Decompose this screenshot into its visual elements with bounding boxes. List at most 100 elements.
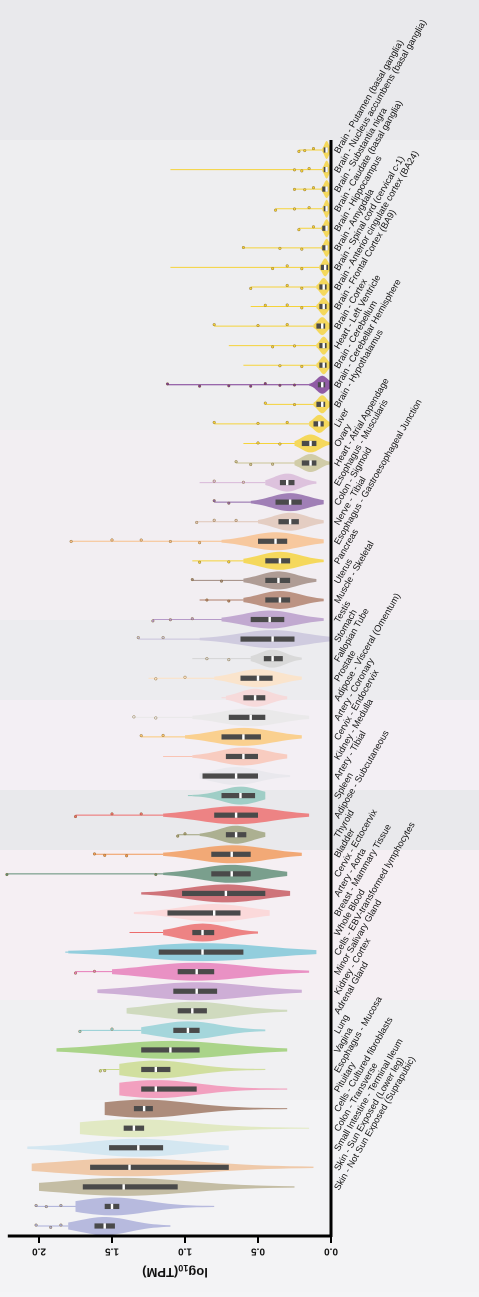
- violin-box: [225, 753, 258, 760]
- value-axis: 0.0 0.5 1.0 1.5 2.0 log10(TPM): [7, 140, 338, 1280]
- violin-box: [158, 949, 244, 955]
- violin-median: [321, 401, 324, 407]
- violin-3: [293, 180, 331, 199]
- outlier-point: [227, 560, 231, 564]
- outlier-point: [256, 421, 260, 425]
- violin-51: [79, 1119, 310, 1138]
- outlier-point: [69, 539, 73, 543]
- outlier-point: [293, 403, 297, 407]
- violin-28: [148, 669, 302, 688]
- axis-title-subscript: 10: [178, 1263, 188, 1273]
- violin-median: [169, 1047, 172, 1053]
- violin-12: [243, 356, 331, 375]
- outlier-point: [300, 169, 304, 173]
- violin-55: [34, 1197, 215, 1216]
- violin-median: [142, 1106, 146, 1112]
- outlier-point: [165, 382, 169, 386]
- outlier-point: [132, 715, 136, 719]
- violin-24: [199, 591, 324, 609]
- outlier-point: [78, 1029, 82, 1033]
- violin-median: [325, 206, 328, 212]
- outlier-point: [311, 147, 315, 151]
- violin-median: [309, 460, 312, 466]
- violin-median: [242, 753, 245, 760]
- violin-34: [187, 786, 266, 805]
- violin-box: [322, 245, 329, 251]
- background-band: [0, 620, 479, 700]
- violin-median: [325, 186, 328, 192]
- violin-box: [301, 460, 317, 466]
- violin-box: [265, 558, 291, 564]
- violin-box: [221, 793, 256, 799]
- violin-median: [278, 558, 282, 564]
- outlier-point: [249, 286, 253, 290]
- violin-box: [141, 1086, 197, 1092]
- outlier-point: [212, 420, 216, 424]
- outlier-point: [110, 538, 114, 542]
- violin-18: [199, 473, 317, 492]
- outlier-point: [300, 306, 304, 310]
- violin-10: [212, 317, 331, 336]
- outlier-point: [103, 853, 107, 857]
- violin-median: [186, 1027, 190, 1033]
- violin-median: [286, 479, 289, 486]
- violin-median: [325, 166, 328, 173]
- violin-median: [191, 1008, 194, 1014]
- violin-median: [322, 284, 325, 290]
- outlier-point: [198, 541, 202, 545]
- violin-17: [234, 454, 331, 472]
- violin-median: [271, 656, 274, 662]
- violin-box: [258, 538, 288, 544]
- outlier-point: [212, 479, 216, 483]
- outlier-point: [293, 187, 297, 191]
- violin-23: [190, 571, 317, 590]
- outlier-point: [198, 560, 202, 564]
- violin-box: [173, 988, 218, 994]
- violin-36: [176, 825, 266, 844]
- outlier-point: [176, 834, 180, 838]
- outlier-point: [219, 579, 223, 583]
- violin-median: [322, 362, 325, 368]
- violin-median: [322, 303, 325, 310]
- violin-body: [119, 1080, 288, 1098]
- violin-median: [213, 910, 216, 916]
- violin-16: [243, 434, 331, 453]
- violin-box: [301, 440, 317, 447]
- outlier-point: [311, 225, 315, 229]
- outlier-point: [183, 675, 187, 679]
- violin-box: [322, 186, 329, 192]
- axis-ticks: 0.0 0.5 1.0 1.5 2.0: [32, 1236, 338, 1256]
- violin-50: [104, 1099, 288, 1118]
- outlier-point: [307, 206, 311, 210]
- violin-body: [75, 1197, 215, 1216]
- outlier-point: [212, 499, 216, 503]
- outlier-point: [110, 1027, 114, 1031]
- outlier-point: [285, 303, 289, 307]
- violin-27: [192, 649, 302, 668]
- violin-median: [195, 969, 198, 975]
- violin-median: [224, 890, 228, 897]
- background-band: [0, 430, 479, 620]
- violin-median: [110, 1203, 114, 1210]
- outlier-point: [139, 734, 143, 738]
- violin-29: [221, 688, 288, 707]
- tick-label: 2.0: [32, 1245, 46, 1256]
- outlier-point: [195, 520, 199, 524]
- outlier-point: [263, 303, 267, 307]
- violin-box: [82, 1184, 178, 1190]
- outlier-point: [98, 1069, 102, 1073]
- outlier-point: [293, 168, 297, 172]
- outlier-point: [151, 619, 155, 623]
- outlier-point: [125, 854, 129, 858]
- violin-median: [318, 421, 321, 427]
- outlier-point: [205, 657, 209, 661]
- outlier-point: [285, 264, 289, 268]
- violin-median: [137, 1145, 140, 1151]
- outlier-point: [73, 815, 77, 819]
- outlier-point: [183, 832, 187, 836]
- outlier-point: [303, 188, 307, 192]
- outlier-point: [34, 1223, 38, 1227]
- outlier-point: [168, 539, 172, 543]
